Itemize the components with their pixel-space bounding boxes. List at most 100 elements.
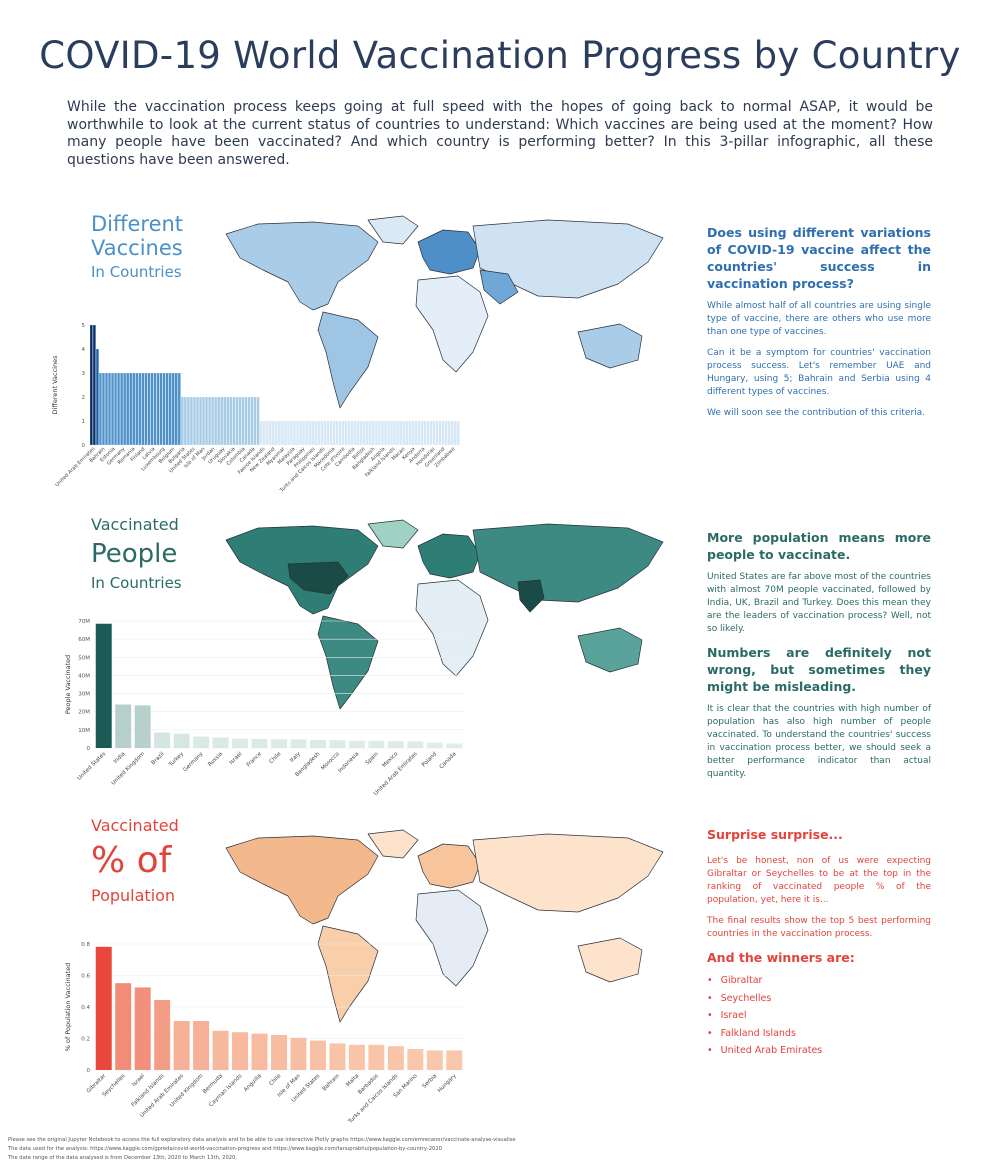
x-tick-label: Israel bbox=[131, 1073, 146, 1088]
bar bbox=[256, 396, 260, 446]
bar bbox=[309, 740, 326, 748]
x-tick-label: Russia bbox=[207, 751, 224, 768]
y-tick-label: 0 bbox=[87, 1068, 91, 1074]
bar bbox=[414, 420, 418, 446]
section1-question: Does using different variations of COVID… bbox=[707, 225, 931, 291]
section2-heading1: More population means more people to vac… bbox=[707, 530, 931, 562]
x-tick-label: Italy bbox=[289, 751, 302, 764]
usa-shape bbox=[287, 561, 349, 595]
bar bbox=[323, 420, 327, 446]
bar bbox=[393, 420, 397, 446]
bar bbox=[251, 738, 268, 748]
bar bbox=[371, 420, 375, 446]
bar bbox=[347, 420, 351, 446]
bar bbox=[268, 420, 272, 446]
australia-shape bbox=[577, 937, 643, 983]
section3-heading2: And the winners are: bbox=[707, 950, 855, 965]
section2-heading2: Numbers are definitely not wrong, but so… bbox=[707, 645, 931, 694]
bar bbox=[402, 420, 406, 446]
section2-para1: United States are far above most of the … bbox=[707, 572, 931, 634]
bar bbox=[193, 396, 196, 446]
winner-item: United Arab Emirates bbox=[707, 1042, 931, 1060]
section3-title-line1: Vaccinated bbox=[91, 816, 179, 835]
bar bbox=[309, 1040, 326, 1070]
section1-title-line2: Vaccines bbox=[91, 236, 183, 260]
bar bbox=[396, 420, 400, 446]
bar bbox=[196, 396, 199, 446]
y-tick-label: 50M bbox=[78, 655, 90, 661]
bar bbox=[177, 372, 181, 446]
bar bbox=[153, 372, 157, 446]
bar bbox=[95, 348, 99, 446]
bar bbox=[189, 396, 193, 446]
bar bbox=[348, 740, 365, 748]
bar bbox=[183, 396, 187, 446]
bar bbox=[212, 1030, 229, 1070]
section3-title-line3: Population bbox=[91, 886, 176, 905]
north-america-shape bbox=[225, 221, 379, 311]
bar bbox=[235, 396, 239, 446]
greenland-shape bbox=[367, 215, 419, 245]
y-tick-label: 0 bbox=[82, 443, 86, 449]
bar bbox=[353, 420, 357, 446]
bar bbox=[411, 420, 415, 446]
bar bbox=[171, 372, 175, 446]
bar bbox=[350, 420, 354, 446]
bar bbox=[365, 420, 369, 446]
middle-east-shape bbox=[479, 269, 519, 305]
bar bbox=[435, 420, 439, 446]
y-tick-label: 3 bbox=[82, 371, 86, 377]
south-america-shape bbox=[317, 925, 379, 1023]
bar-chart-vaccines: Different Vaccines 0 1 2 3 4 5 United Arab Emir… bbox=[51, 323, 460, 494]
bar bbox=[314, 420, 318, 446]
x-tick-label: Brazil bbox=[150, 751, 165, 766]
bar bbox=[356, 420, 360, 446]
bar bbox=[147, 372, 151, 446]
bar bbox=[374, 420, 378, 446]
bar bbox=[212, 737, 229, 748]
bar bbox=[262, 420, 266, 446]
x-tick-label: Chile bbox=[268, 751, 282, 765]
bar bbox=[138, 372, 142, 446]
bar bbox=[299, 420, 302, 446]
section3-para2: The final results show the top 5 best pe… bbox=[707, 916, 931, 939]
x-tick-label: Israel bbox=[229, 751, 244, 766]
winner-item: Gibraltar bbox=[707, 972, 931, 990]
bar bbox=[317, 420, 321, 446]
bar bbox=[95, 623, 112, 748]
bar bbox=[338, 420, 342, 446]
bar bbox=[390, 420, 393, 446]
section3-title: Vaccinated % of Population bbox=[91, 814, 179, 908]
y-tick-label: 60M bbox=[78, 637, 90, 643]
x-tick-label: Spain bbox=[365, 751, 380, 766]
bar bbox=[202, 396, 205, 446]
bar bbox=[223, 396, 227, 446]
bar bbox=[253, 396, 257, 446]
world-map-vaccines bbox=[225, 215, 664, 409]
bar bbox=[173, 733, 190, 748]
south-america-shape bbox=[317, 311, 379, 409]
bar bbox=[423, 420, 427, 446]
y-tick-label: 20M bbox=[78, 710, 90, 716]
bar bbox=[446, 1050, 463, 1070]
bar bbox=[259, 420, 263, 446]
section1-title-line3: In Countries bbox=[91, 263, 182, 281]
bar bbox=[432, 420, 436, 446]
bar bbox=[115, 704, 132, 748]
bar bbox=[247, 396, 251, 446]
bar bbox=[329, 740, 346, 748]
bar bbox=[387, 1046, 404, 1070]
x-tick-label: Poland bbox=[421, 751, 438, 768]
bar bbox=[368, 740, 385, 748]
section3-heading1: Surprise surprise... bbox=[707, 827, 843, 842]
bar bbox=[280, 420, 284, 446]
bar bbox=[92, 324, 96, 446]
x-tick-label: Serbia bbox=[422, 1073, 439, 1090]
x-tick-label: Germany bbox=[182, 751, 205, 774]
bar bbox=[381, 420, 384, 446]
bar bbox=[438, 420, 442, 446]
bar bbox=[387, 420, 390, 446]
x-tick-label: Hungary bbox=[437, 1073, 458, 1094]
bar bbox=[199, 396, 202, 446]
y-tick-label: 70M bbox=[78, 619, 90, 625]
